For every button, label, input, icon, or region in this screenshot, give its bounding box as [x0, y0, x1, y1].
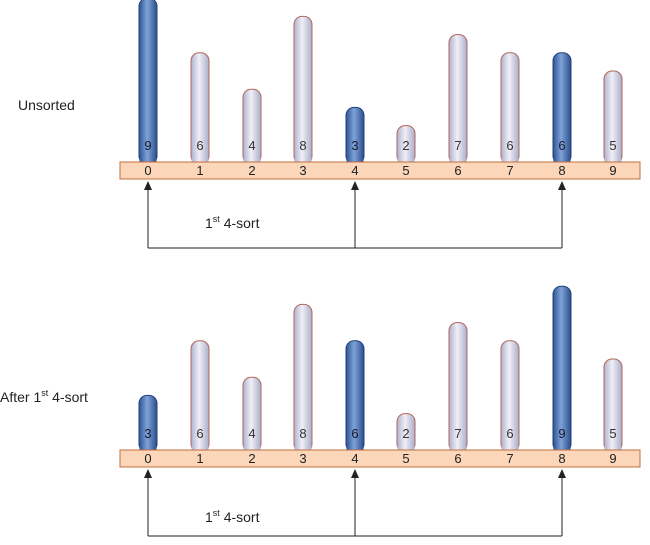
arrow-label-suffix: 4-sort — [220, 215, 260, 231]
index-label: 6 — [454, 451, 461, 466]
index-label: 1 — [196, 163, 203, 178]
arrow-head — [351, 181, 359, 190]
index-label: 6 — [454, 163, 461, 178]
index-label: 5 — [402, 163, 409, 178]
bar-value-label: 2 — [402, 426, 409, 441]
row-label-suffix: 4-sort — [48, 389, 88, 405]
bar-base-cover — [346, 154, 364, 162]
bar-base-cover — [449, 442, 467, 450]
bar-value-label: 2 — [402, 138, 409, 153]
bar-base-cover — [294, 442, 312, 450]
index-label: 5 — [402, 451, 409, 466]
bar-value-label: 4 — [248, 138, 255, 153]
index-label: 7 — [506, 163, 513, 178]
index-label: 2 — [248, 451, 255, 466]
arrow-label-main: 1 — [205, 509, 213, 525]
row-label-main: After 1 — [0, 389, 41, 405]
row-label: Unsorted — [18, 97, 75, 113]
bar-base-cover — [553, 154, 571, 162]
index-label: 9 — [609, 451, 616, 466]
arrow-head — [558, 181, 566, 190]
bar-value-label: 6 — [351, 426, 358, 441]
arrow-label-sup: st — [213, 508, 221, 518]
bar-value-label: 3 — [144, 426, 151, 441]
bar-base-cover — [191, 154, 209, 162]
bar-value-label: 6 — [558, 138, 565, 153]
index-label: 3 — [299, 451, 306, 466]
bar-base-cover — [139, 154, 157, 162]
bar-value-label: 9 — [144, 138, 151, 153]
bar-base-cover — [397, 442, 415, 450]
arrow-label-main: 1 — [205, 215, 213, 231]
index-label: 0 — [144, 451, 151, 466]
index-label: 2 — [248, 163, 255, 178]
index-label: 4 — [351, 451, 358, 466]
bar-base-cover — [449, 154, 467, 162]
index-label: 3 — [299, 163, 306, 178]
bar-base-cover — [243, 442, 261, 450]
bar-base-cover — [294, 154, 312, 162]
index-label: 8 — [558, 163, 565, 178]
arrow-label: 1st 4-sort — [205, 508, 260, 525]
bar-value-label: 8 — [299, 138, 306, 153]
bar-value-label: 9 — [558, 426, 565, 441]
index-label: 7 — [506, 451, 513, 466]
bar-base-cover — [501, 154, 519, 162]
bar-base-cover — [397, 154, 415, 162]
bar-value-label: 8 — [299, 426, 306, 441]
array-base — [119, 161, 641, 180]
bar-base-cover — [604, 154, 622, 162]
bar-value-label: 6 — [506, 426, 513, 441]
arrow-label: 1st 4-sort — [205, 214, 260, 231]
bar-value-label: 6 — [196, 426, 203, 441]
bar-base-cover — [501, 442, 519, 450]
bar-base-cover — [346, 442, 364, 450]
row-label-main: Unsorted — [18, 97, 75, 113]
array-base — [119, 449, 641, 468]
bar-base-cover — [191, 442, 209, 450]
index-label: 0 — [144, 163, 151, 178]
arrow-head — [351, 469, 359, 478]
bar-value-label: 7 — [454, 426, 461, 441]
index-label: 9 — [609, 163, 616, 178]
index-label: 4 — [351, 163, 358, 178]
bar-value-label: 4 — [248, 426, 255, 441]
bar-value-label: 3 — [351, 138, 358, 153]
bar-value-label: 6 — [506, 138, 513, 153]
bar-base-cover — [243, 154, 261, 162]
bar-value-label: 5 — [609, 426, 616, 441]
row-label-sup: st — [41, 388, 49, 398]
arrow-label-suffix: 4-sort — [220, 509, 260, 525]
arrow-head — [144, 181, 152, 190]
arrow-head — [144, 469, 152, 478]
index-label: 1 — [196, 451, 203, 466]
bar-base-cover — [553, 442, 571, 450]
row-label: After 1st 4-sort — [0, 388, 88, 405]
bar-base-cover — [139, 442, 157, 450]
bar-base-cover — [604, 442, 622, 450]
arrow-head — [558, 469, 566, 478]
bar-value-label: 6 — [196, 138, 203, 153]
bar-value-label: 5 — [609, 138, 616, 153]
index-label: 8 — [558, 451, 565, 466]
bar-value-label: 7 — [454, 138, 461, 153]
arrow-label-sup: st — [213, 214, 221, 224]
